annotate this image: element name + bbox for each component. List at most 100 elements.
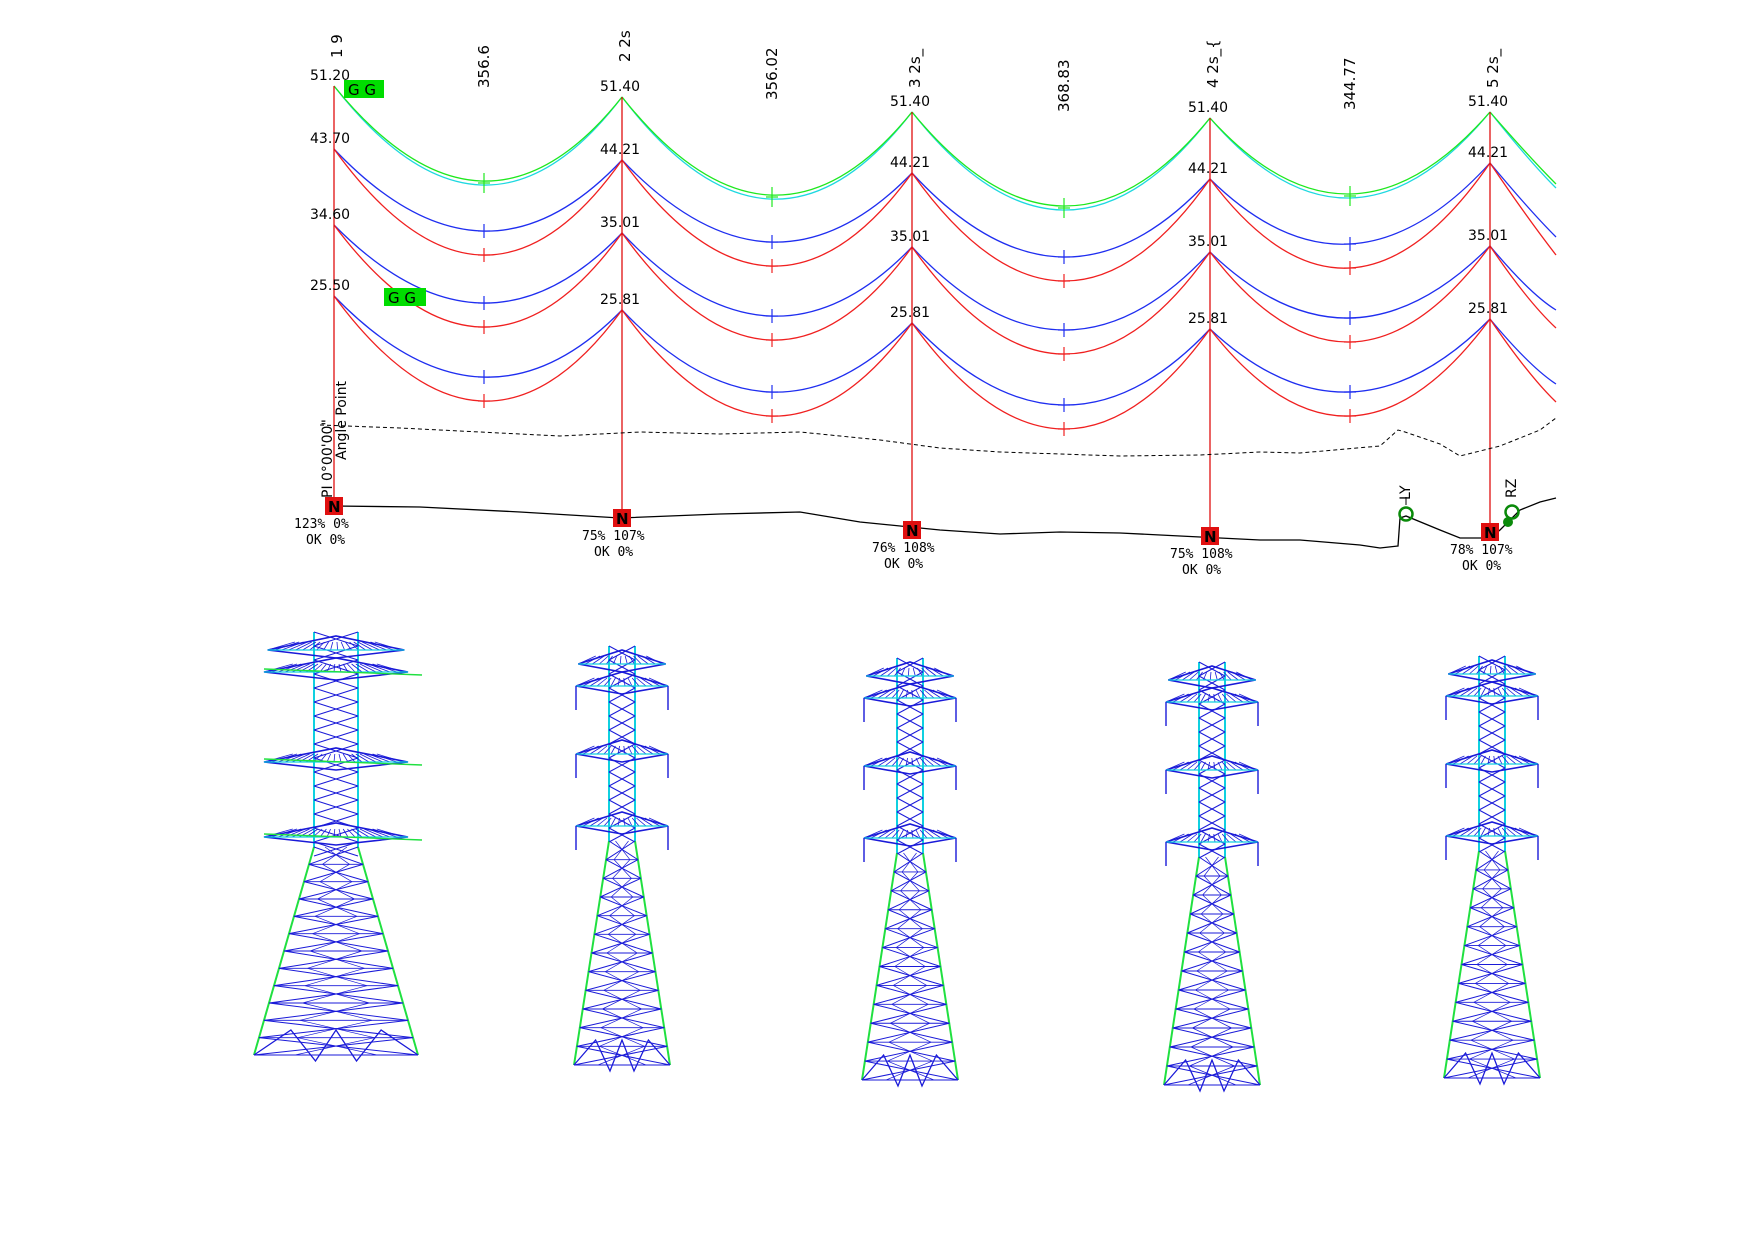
lattice-brace	[1472, 869, 1509, 890]
lattice-brace	[313, 785, 359, 801]
lattice-brace	[627, 745, 633, 755]
lattice-brace	[1187, 932, 1240, 953]
lattice-brace	[1190, 894, 1232, 915]
lattice-brace	[624, 655, 628, 665]
tower-type-badge-label: N	[1484, 524, 1497, 542]
lattice-brace	[1198, 731, 1226, 747]
lattice-brace	[323, 641, 329, 651]
lattice-brace	[896, 755, 924, 771]
lattice-brace	[326, 663, 331, 673]
attachment-height-label: 44.21	[1188, 161, 1228, 177]
lattice-brace	[303, 863, 364, 883]
lattice-tower-2	[573, 645, 671, 1073]
lattice-brace	[589, 745, 604, 755]
lattice-brace	[891, 757, 900, 767]
lattice-brace	[898, 909, 923, 929]
lattice-brace	[313, 771, 359, 787]
lattice-brace	[263, 828, 293, 838]
lattice-brace	[1198, 745, 1226, 761]
lattice-brace	[366, 641, 387, 651]
lattice-brace	[903, 852, 919, 873]
lattice-brace	[936, 829, 956, 839]
lattice-brace	[1189, 671, 1199, 681]
lattice-brace	[636, 745, 647, 755]
lattice-brace	[605, 840, 636, 861]
lattice-brace	[283, 950, 394, 969]
tower-number-label: 3 2s_	[906, 48, 925, 88]
lattice-brace	[1200, 833, 1206, 843]
lattice-brace	[1511, 665, 1526, 675]
lattice-brace	[1226, 833, 1237, 843]
lattice-brace	[1493, 755, 1496, 765]
lattice-brace	[1478, 753, 1506, 769]
lattice-brace	[1452, 755, 1469, 765]
angle-point-label-2: Angle Point	[334, 380, 350, 460]
lattice-brace	[582, 745, 599, 755]
lattice-brace	[376, 828, 405, 838]
attachment-height-label: 25.81	[1468, 301, 1508, 317]
lattice-brace	[1455, 665, 1471, 675]
lattice-brace	[1459, 755, 1474, 765]
lattice-brace	[278, 950, 389, 969]
groundwire-green-span	[333, 85, 623, 182]
lattice-brace	[1466, 687, 1478, 697]
lattice-brace	[640, 745, 654, 755]
tower-type-badge	[903, 521, 921, 539]
lattice-brace	[900, 890, 922, 911]
lattice-brace	[1445, 827, 1465, 837]
lattice-brace	[891, 1004, 930, 1024]
lattice-brace	[307, 950, 363, 969]
lattice-brace	[919, 689, 928, 699]
lattice-brace	[603, 817, 612, 827]
lattice-brace	[884, 689, 896, 699]
lattice-brace	[317, 881, 353, 900]
lattice-brace	[1499, 665, 1505, 675]
lattice-brace	[896, 947, 926, 967]
lattice-brace	[1193, 1008, 1232, 1029]
lattice-brace	[928, 829, 942, 839]
lattice-brace	[623, 817, 626, 827]
lattice-brace	[277, 753, 302, 763]
lattice-brace	[1196, 951, 1226, 972]
lattice-brace	[270, 828, 298, 838]
lattice-brace	[613, 840, 629, 860]
lattice-brace	[374, 641, 401, 651]
lattice-brace	[640, 817, 654, 827]
lattice-brace	[1478, 669, 1506, 685]
lattice-brace	[891, 689, 900, 699]
tower-number-label: 5 2s_	[1484, 48, 1503, 88]
lattice-brace	[596, 745, 608, 755]
lattice-brace	[364, 828, 384, 838]
lattice-brace	[901, 852, 917, 873]
lattice-brace	[1478, 837, 1506, 853]
lattice-brace	[932, 829, 949, 839]
conductor-sag-curves	[333, 85, 1557, 436]
lattice-brace	[1190, 1027, 1232, 1048]
lattice-brace	[302, 641, 317, 651]
lattice-brace	[1200, 761, 1206, 771]
lattice-brace	[925, 667, 937, 677]
lattice-brace	[932, 689, 949, 699]
lattice-brace	[322, 846, 348, 865]
lattice-brace	[1202, 671, 1208, 681]
conductor-stub	[263, 833, 423, 841]
lattice-brace	[612, 859, 631, 879]
lattice-brace	[1203, 856, 1219, 877]
lattice-brace	[1179, 833, 1194, 843]
lattice-brace	[364, 663, 384, 673]
lattice-brace	[347, 828, 356, 838]
attachment-height-label: 51.40	[600, 79, 640, 95]
conductor-red-span	[1489, 318, 1557, 403]
lattice-brace	[1209, 671, 1212, 681]
lattice-brace	[298, 898, 379, 917]
lattice-brace	[1230, 833, 1244, 843]
lattice-brace	[1503, 665, 1512, 675]
lattice-brace	[915, 757, 921, 767]
lattice-brace	[897, 909, 922, 929]
lattice-brace	[1473, 1002, 1512, 1022]
lattice-brace	[1483, 869, 1502, 890]
lattice-brace	[882, 928, 935, 949]
lattice-brace	[1198, 815, 1226, 831]
ground-wire-flag-2: G G	[384, 288, 426, 307]
lattice-brace	[372, 753, 398, 763]
